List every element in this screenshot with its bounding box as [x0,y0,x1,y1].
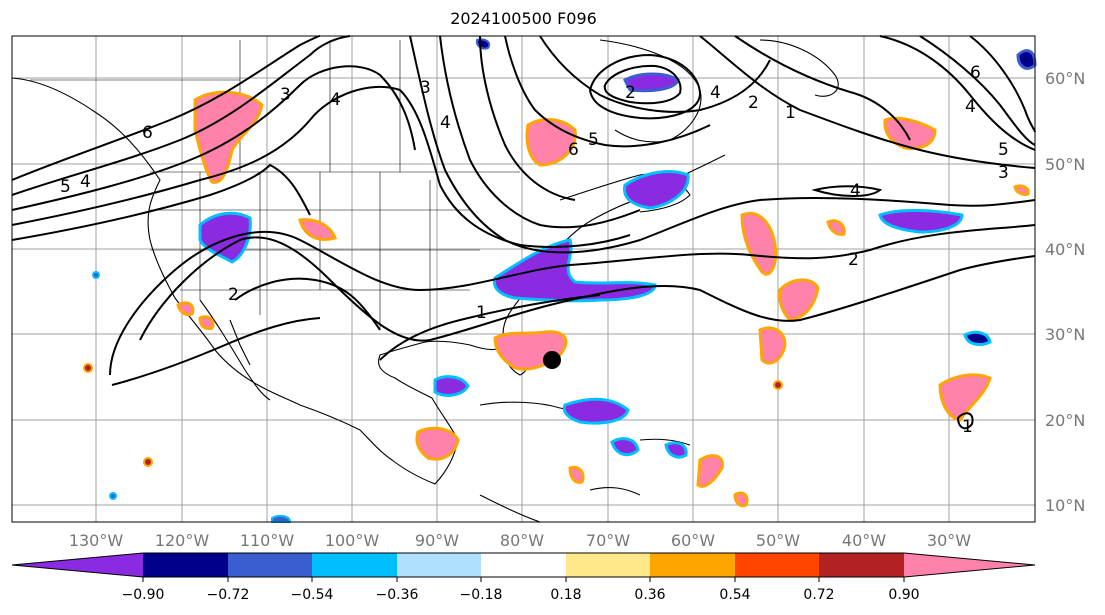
contour-label-group: 3 4 6 5 4 3 4 5 6 4 2 1 6 4 5 3 4 2 2 1 … [60,63,1009,437]
map-title: 2024100500 F096 [450,9,597,28]
contour-label: 2 [625,83,636,103]
lon-tick-label: 40°W [842,531,886,550]
colorbar-extend-low [12,553,143,577]
contour-label: 5 [60,177,71,197]
state-borders [30,40,520,330]
contour-label: 4 [80,172,91,192]
lat-tick-label: 60°N [1045,69,1085,88]
lon-tick-label: 90°W [415,531,459,550]
contour-label: 3 [420,78,431,98]
positive-anomalies [83,90,1030,508]
storm-position-marker [543,351,561,369]
colorbar-tick-label: 0.90 [888,587,919,603]
contour-label: 4 [965,97,976,117]
lon-tick-label: 110°W [240,531,295,550]
lon-tick-label: 50°W [756,531,800,550]
contour-label: 6 [142,123,153,143]
contour-label: 5 [588,130,599,150]
colorbar-segment [566,553,650,577]
colorbar-segment [143,553,228,577]
contour-label: 6 [568,140,579,160]
map-frame [11,35,1036,523]
colorbar-tick-label: −0.54 [291,587,334,603]
colorbar-segment [650,553,735,577]
colorbar: −0.90 −0.72 −0.54 −0.36 −0.18 0.18 0.36 … [11,552,1036,603]
lat-tick-label: 50°N [1045,155,1085,174]
contour-label: 4 [710,83,721,103]
lon-tick-label: 120°W [155,531,210,550]
colorbar-tick-label: −0.18 [460,587,503,603]
contour-label: 3 [998,163,1009,183]
colorbar-segment [481,553,566,577]
colorbar-tick-label: −0.72 [207,587,250,603]
contour-label: 4 [440,113,451,133]
lon-tick-label: 30°W [927,531,971,550]
contour-label: 6 [970,63,981,83]
colorbar-tick-label: 0.18 [550,587,581,603]
lon-tick-label: 100°W [325,531,380,550]
contour-label: 1 [962,417,973,437]
contour-label: 5 [998,140,1009,160]
colorbar-tick-label: 0.72 [803,587,834,603]
colorbar-tick-label: −0.90 [122,587,165,603]
contour-label: 2 [848,250,859,270]
contour-label: 4 [330,90,341,110]
lon-axis: 130°W 120°W 110°W 100°W 90°W 80°W 70°W 6… [69,531,971,550]
contour-lines [11,35,1036,430]
lon-tick-label: 70°W [586,531,630,550]
colorbar-segment [819,553,904,577]
colorbar-segment [735,553,819,577]
lat-tick-label: 10°N [1045,496,1085,515]
colorbar-segment [397,553,481,577]
colorbar-tick-label: −0.36 [376,587,419,603]
contour-label: 3 [280,85,291,105]
lon-tick-label: 60°W [671,531,715,550]
contour-label: 1 [785,103,796,123]
contour-label: 2 [228,285,239,305]
lat-tick-label: 20°N [1045,411,1085,430]
lat-axis: 60°N 50°N 40°N 30°N 20°N 10°N [1045,69,1085,515]
colorbar-tick-label: 0.54 [719,587,750,603]
contour-label: 2 [748,93,759,113]
colorbar-segment [228,553,312,577]
colorbar-tick-label: 0.36 [634,587,665,603]
lat-tick-label: 40°N [1045,240,1085,259]
contour-label: 4 [850,181,861,201]
negative-anomalies [92,38,1037,523]
lon-tick-label: 80°W [500,531,544,550]
contour-label: 1 [476,303,487,323]
colorbar-extend-high [904,553,1035,577]
lat-tick-label: 30°N [1045,325,1085,344]
colorbar-segment [312,553,397,577]
lon-tick-label: 130°W [69,531,124,550]
